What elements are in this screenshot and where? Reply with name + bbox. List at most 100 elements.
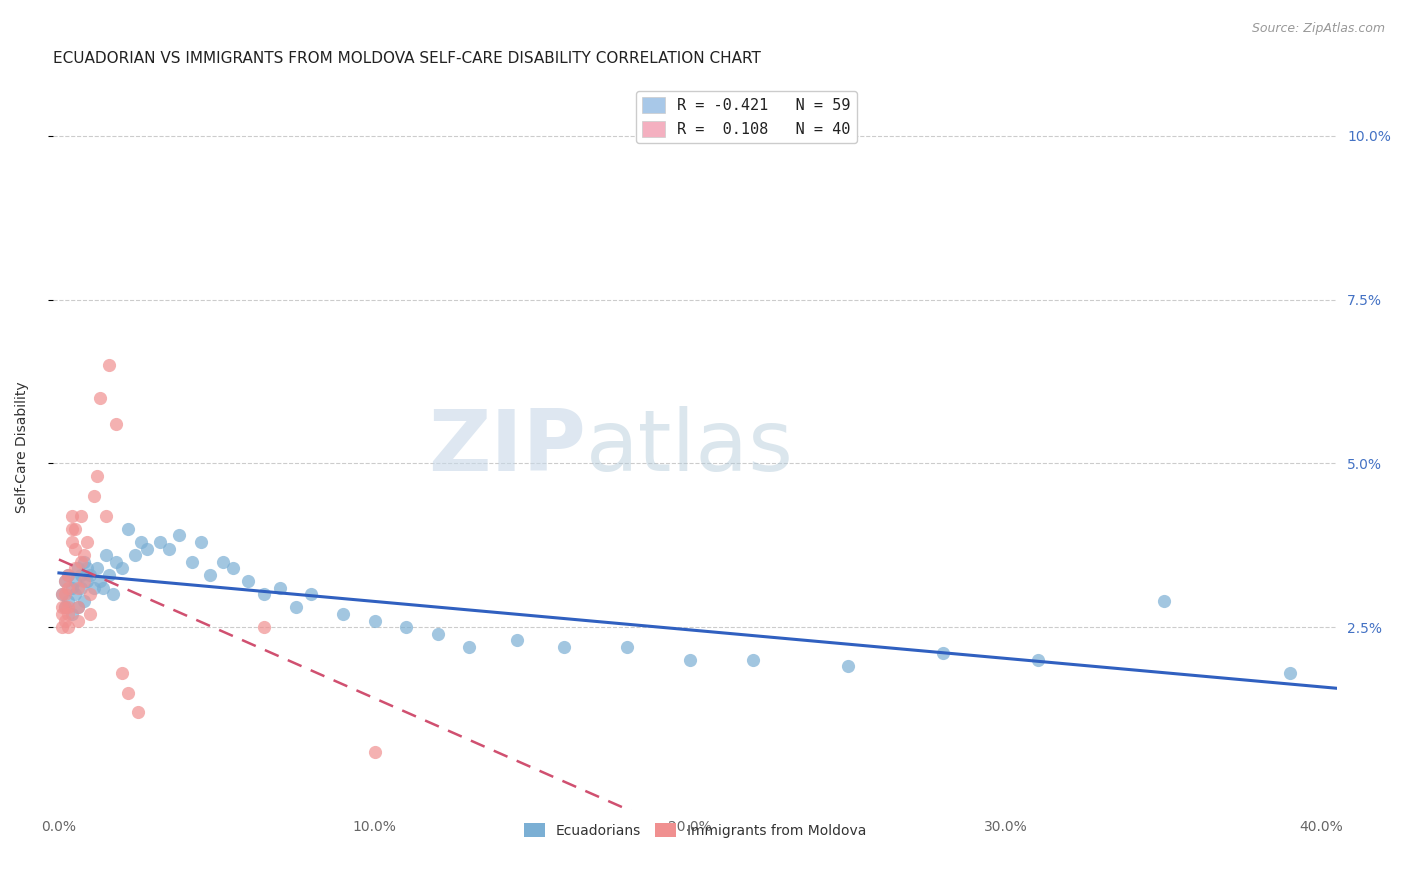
Point (70, 567, 93, 582)
Point (58, 620, 80, 634)
Point (221, 561, 243, 575)
Point (1026, 653, 1049, 667)
Point (53, 614, 76, 628)
Point (96, 508, 118, 523)
Point (60, 535, 83, 549)
Point (167, 528, 190, 542)
Point (60, 607, 83, 621)
Point (53, 600, 76, 615)
Point (66, 614, 89, 628)
Point (63, 574, 86, 589)
Point (63, 561, 86, 575)
Point (91, 581, 114, 595)
Point (76, 561, 98, 575)
Point (253, 620, 276, 634)
Point (458, 640, 481, 654)
Point (79, 587, 101, 601)
Point (53, 600, 76, 615)
Point (79, 607, 101, 621)
Point (66, 600, 89, 615)
Point (111, 561, 134, 575)
Point (51, 620, 73, 634)
Point (70, 581, 93, 595)
Point (301, 587, 323, 601)
Point (98, 567, 121, 582)
Point (83, 489, 105, 503)
Point (1279, 665, 1302, 680)
Y-axis label: Self-Care Disability: Self-Care Disability (15, 381, 30, 513)
Point (426, 626, 449, 640)
Point (66, 600, 89, 615)
Point (837, 659, 859, 673)
Point (53, 574, 76, 589)
Point (58, 567, 80, 582)
Point (76, 574, 98, 589)
Point (395, 620, 418, 634)
Legend: Ecuadorians, Immigrants from Moldova: Ecuadorians, Immigrants from Moldova (519, 818, 872, 844)
Point (505, 633, 527, 648)
Point (66, 581, 89, 595)
Point (616, 640, 638, 654)
Text: atlas: atlas (586, 406, 794, 489)
Point (136, 541, 159, 556)
Point (58, 594, 80, 608)
Point (117, 685, 139, 699)
Point (932, 646, 955, 660)
Point (200, 567, 222, 582)
Point (127, 705, 149, 719)
Point (253, 587, 276, 601)
Point (73, 555, 96, 569)
Point (332, 607, 354, 621)
Point (104, 417, 127, 431)
Point (63, 541, 86, 556)
Point (149, 535, 172, 549)
Point (73, 574, 96, 589)
Point (124, 548, 146, 562)
Point (117, 522, 139, 536)
Point (111, 665, 134, 680)
Point (66, 561, 89, 575)
Point (63, 522, 86, 536)
Point (53, 574, 76, 589)
Point (98, 358, 121, 372)
Point (742, 653, 765, 667)
Point (51, 587, 73, 601)
Point (363, 745, 385, 759)
Point (58, 581, 80, 595)
Point (86, 561, 108, 575)
Point (679, 653, 702, 667)
Point (284, 600, 307, 615)
Point (212, 555, 235, 569)
Point (70, 555, 93, 569)
Point (60, 522, 83, 536)
Point (1153, 594, 1175, 608)
Point (269, 581, 291, 595)
Point (157, 541, 180, 556)
Point (58, 600, 80, 615)
Point (60, 581, 83, 595)
Text: ZIP: ZIP (427, 406, 586, 489)
Point (51, 587, 73, 601)
Point (51, 607, 73, 621)
Point (58, 607, 80, 621)
Point (89, 574, 111, 589)
Point (53, 587, 76, 601)
Point (73, 548, 96, 562)
Point (79, 567, 101, 582)
Point (60, 508, 83, 523)
Point (238, 574, 260, 589)
Point (101, 587, 124, 601)
Point (190, 535, 212, 549)
Point (58, 567, 80, 582)
Point (553, 640, 575, 654)
Point (96, 548, 118, 562)
Point (73, 594, 96, 608)
Point (363, 614, 385, 628)
Point (129, 535, 152, 549)
Point (51, 600, 73, 615)
Point (89, 391, 111, 405)
Point (63, 587, 86, 601)
Point (104, 555, 127, 569)
Point (180, 555, 202, 569)
Text: ECUADORIAN VS IMMIGRANTS FROM MOLDOVA SELF-CARE DISABILITY CORRELATION CHART: ECUADORIAN VS IMMIGRANTS FROM MOLDOVA SE… (52, 51, 761, 66)
